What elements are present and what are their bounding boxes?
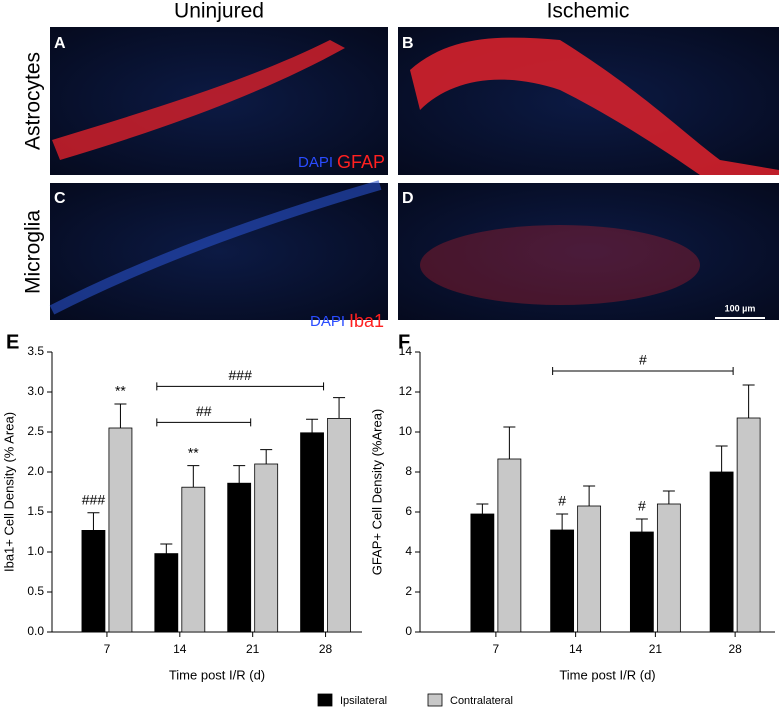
error-bar	[662, 490, 675, 504]
stain-label: GFAP	[337, 152, 385, 172]
y-tick-label: 8	[405, 464, 412, 478]
panel-letter: E	[6, 331, 19, 353]
bar	[629, 531, 654, 633]
x-axis-title: Time post I/R (d)	[169, 667, 265, 682]
significance-label: **	[188, 444, 199, 460]
bar	[300, 432, 324, 633]
row-title: Astrocytes	[22, 52, 45, 150]
y-tick-label: 10	[399, 424, 413, 438]
bar	[81, 530, 106, 633]
significance-bracket	[552, 367, 734, 375]
legend-label: Contralateral	[450, 695, 513, 707]
x-tick-label: 21	[649, 642, 663, 656]
significance-bracket	[156, 382, 325, 391]
x-tick-label: 7	[493, 642, 500, 656]
significance-label: ###	[82, 492, 106, 508]
significance-label: **	[115, 383, 126, 399]
panel-letter: B	[402, 35, 414, 52]
error-bar	[187, 465, 200, 488]
significance-label: ###	[229, 367, 253, 383]
significance-label: #	[639, 352, 647, 368]
error-bar	[476, 503, 489, 514]
y-tick-label: 3.0	[27, 384, 44, 398]
y-tick-label: 0	[405, 624, 412, 638]
x-tick-label: 28	[319, 642, 333, 656]
y-tick-label: 12	[399, 384, 413, 398]
bar	[227, 482, 252, 633]
y-tick-label: 4	[405, 544, 412, 558]
y-tick-label: 6	[405, 504, 412, 518]
bar	[497, 458, 522, 633]
iba1-stain	[420, 225, 700, 305]
micrograph	[50, 183, 388, 320]
bar	[254, 463, 279, 633]
y-tick-label: 0.0	[27, 624, 44, 638]
x-tick-label: 7	[104, 642, 111, 656]
error-bar	[742, 384, 755, 418]
y-tick-label: 2	[405, 584, 412, 598]
bar	[327, 417, 351, 633]
bar	[577, 505, 602, 633]
x-axis-title: Time post I/R (d)	[559, 667, 655, 682]
significance-label: #	[638, 498, 646, 514]
bar	[108, 427, 133, 633]
legend-swatch	[317, 693, 333, 707]
row-title: Microglia	[22, 210, 45, 294]
micrograph	[398, 183, 779, 320]
y-tick-label: 3.5	[27, 344, 44, 358]
significance-label: #	[558, 493, 566, 509]
error-bar	[715, 445, 728, 472]
legend-label: Ipsilateral	[340, 695, 387, 707]
y-tick-label: 1.5	[27, 504, 44, 518]
bar	[550, 529, 575, 633]
error-bar	[583, 485, 596, 506]
gfap-stain	[410, 37, 779, 175]
error-bar	[556, 513, 569, 530]
dapi-stain	[49, 180, 382, 315]
error-bar	[160, 543, 173, 554]
bar	[656, 503, 681, 633]
panel-letter: F	[398, 331, 410, 353]
y-tick-label: 0.5	[27, 584, 44, 598]
stain-label: DAPI	[310, 313, 345, 330]
error-bar	[306, 418, 319, 433]
significance-bracket	[156, 418, 252, 427]
stain-label: Iba1	[349, 311, 384, 331]
error-bar	[635, 518, 648, 532]
error-bar	[260, 449, 273, 464]
error-bar	[233, 465, 246, 484]
y-tick-label: 2.5	[27, 424, 44, 438]
y-tick-label: 14	[399, 344, 413, 358]
bar	[709, 471, 734, 633]
x-tick-label: 14	[569, 642, 583, 656]
panel-letter: A	[54, 35, 66, 52]
bar	[181, 486, 206, 633]
panel-letter: D	[402, 190, 414, 207]
error-bar	[333, 397, 346, 419]
x-tick-label: 14	[173, 642, 187, 656]
column-title: Uninjured	[174, 0, 264, 23]
y-axis-title: GFAP+ Cell Density (%Area)	[369, 409, 384, 576]
error-bar	[87, 512, 100, 531]
panel-letter: C	[54, 190, 66, 207]
error-bar	[503, 426, 516, 459]
bar	[736, 417, 761, 633]
y-tick-label: 1.0	[27, 544, 44, 558]
gfap-stain	[52, 40, 345, 160]
stain-label: DAPI	[298, 154, 333, 171]
bar	[154, 553, 179, 633]
column-title: Ischemic	[547, 0, 630, 23]
bar	[470, 513, 495, 633]
legend-swatch	[427, 693, 443, 707]
error-bar	[114, 403, 127, 428]
y-axis-title: Iba1+ Cell Density (% Area)	[1, 412, 16, 572]
x-tick-label: 28	[728, 642, 742, 656]
x-tick-label: 21	[246, 642, 260, 656]
y-tick-label: 2.0	[27, 464, 44, 478]
significance-label: ##	[196, 403, 212, 419]
micrographs	[49, 27, 779, 320]
scale-bar-label: 100 µm	[725, 303, 756, 313]
